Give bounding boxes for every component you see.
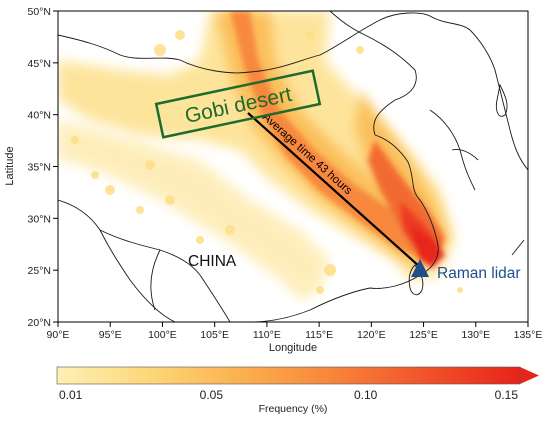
- x-tick-label: 125°E: [409, 329, 438, 341]
- y-axis: 50°N 45°N 40°N 35°N 30°N 25°N 20°N: [28, 6, 58, 329]
- x-tick-label: 120°E: [357, 329, 386, 341]
- x-tick-label: 90°E: [47, 329, 70, 341]
- site-marker-icon: [411, 259, 429, 277]
- colorbar-outline: [56, 366, 521, 385]
- x-tick-label: 95°E: [99, 329, 122, 341]
- y-tick-label: 45°N: [28, 58, 51, 70]
- y-axis-label: Latitude: [4, 146, 16, 185]
- y-tick-label: 40°N: [28, 110, 51, 122]
- x-tick-label: 100°E: [148, 329, 177, 341]
- x-axis-label: Longitude: [269, 342, 317, 354]
- y-tick-label: 50°N: [28, 6, 51, 18]
- y-tick-label: 35°N: [28, 162, 51, 174]
- y-tick-label: 30°N: [28, 213, 51, 225]
- y-tick-label: 25°N: [28, 265, 51, 277]
- colorbar-tick-label: 0.05: [200, 388, 224, 402]
- colorbar-label: Frequency (%): [259, 403, 328, 415]
- colorbar-arrow-icon: [520, 367, 539, 384]
- y-tick-label: 20°N: [28, 317, 51, 329]
- x-tick-label: 105°E: [200, 329, 229, 341]
- x-tick-label: 135°E: [514, 329, 543, 341]
- colorbar-tick-label: 0.15: [495, 388, 519, 402]
- colorbar-ticks: 0.01 0.05 0.10 0.15: [59, 388, 518, 402]
- x-tick-label: 130°E: [461, 329, 490, 341]
- colorbar-tick-label: 0.10: [354, 388, 378, 402]
- frequency-field: [58, 11, 463, 300]
- colorbar-gradient: [57, 367, 520, 384]
- desert-box: [154, 69, 322, 139]
- colorbar-tick-label: 0.01: [59, 388, 83, 402]
- x-tick-label: 110°E: [253, 329, 281, 341]
- region-label: CHINA: [188, 253, 237, 270]
- x-tick-label: 115°E: [305, 329, 333, 341]
- colorbar: 0.01 0.05 0.10 0.15 Frequency (%): [56, 366, 539, 415]
- coastlines: [58, 11, 528, 322]
- trajectory-line: [247, 112, 421, 268]
- site-label: Raman lidar: [437, 265, 521, 282]
- x-axis: 90°E 95°E 100°E 105°E 110°E 115°E 120°E 125°E 13…: [47, 322, 543, 341]
